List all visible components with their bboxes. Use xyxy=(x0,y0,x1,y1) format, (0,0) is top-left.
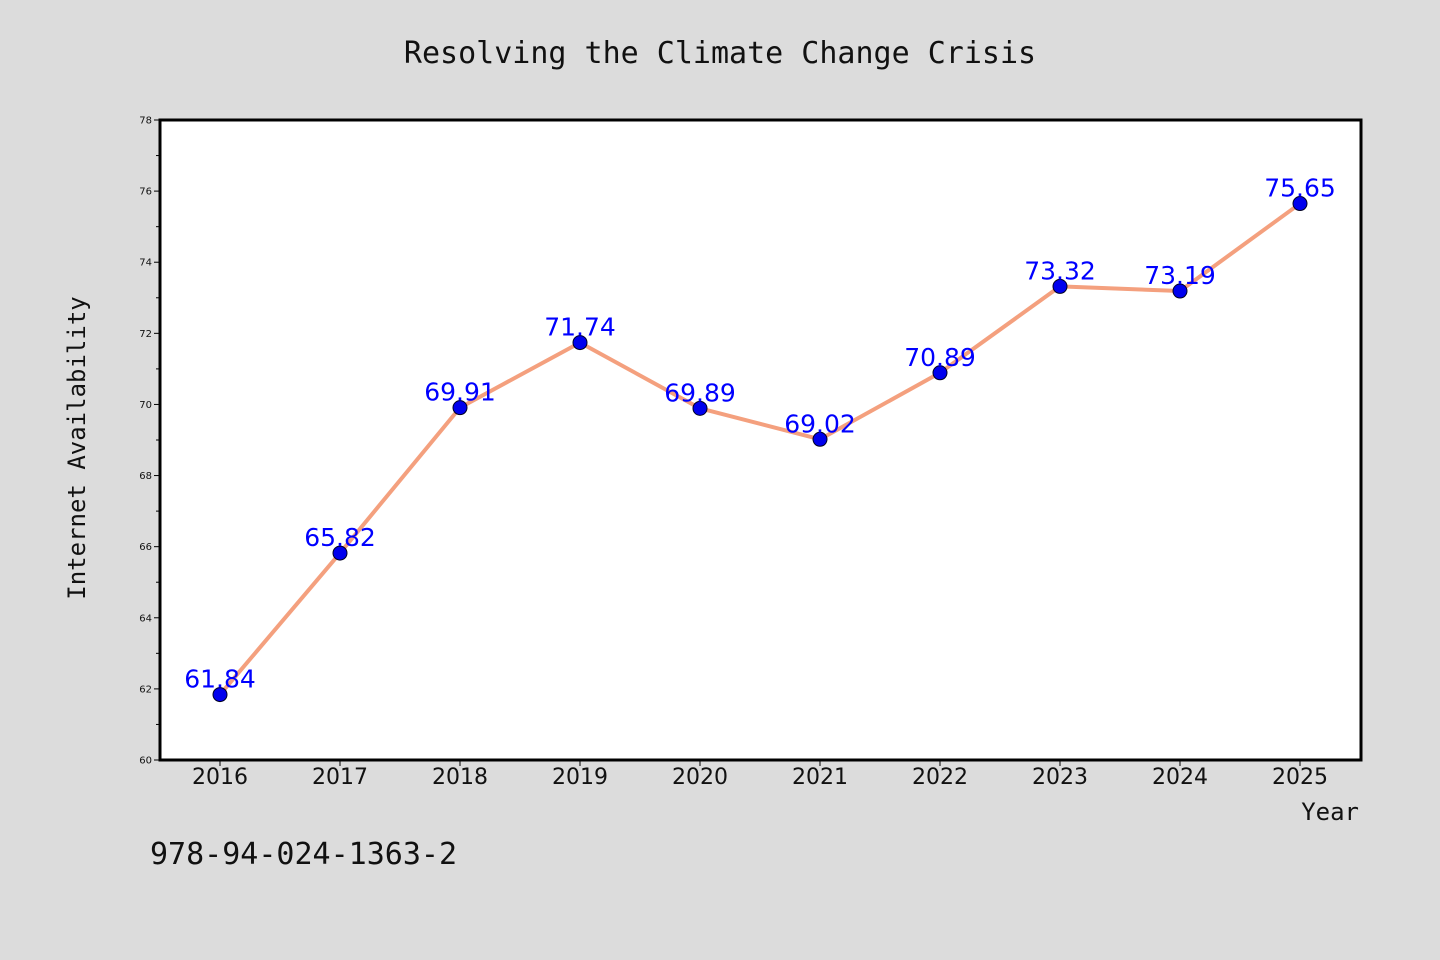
data-label: 69.89 xyxy=(664,378,736,407)
data-label: 70.89 xyxy=(904,343,976,372)
footer-code: 978-94-024-1363-2 xyxy=(150,837,457,872)
plot-frame xyxy=(158,118,1363,762)
x-tick-label: 2016 xyxy=(192,765,248,790)
x-axis-label: Year xyxy=(1301,798,1359,826)
data-point xyxy=(212,687,228,703)
y-tick-label: 74 xyxy=(139,258,152,269)
y-tick-label: 66 xyxy=(139,542,152,553)
y-tick-label: 60 xyxy=(139,756,152,767)
data-point xyxy=(932,365,948,381)
data-point xyxy=(1292,196,1308,212)
y-tick-label: 70 xyxy=(139,400,152,411)
plot-area xyxy=(160,120,1361,760)
chart-title: Resolving the Climate Change Crisis xyxy=(404,36,1036,71)
data-point xyxy=(1172,283,1188,299)
y-tick-label: 62 xyxy=(139,684,152,695)
x-tick-label: 2017 xyxy=(312,765,368,790)
y-tick-label: 76 xyxy=(139,187,152,198)
y-tick-label: 78 xyxy=(139,116,152,127)
data-point xyxy=(692,400,708,416)
y-axis-label: Internet Availability xyxy=(63,296,91,599)
series-line xyxy=(218,201,1302,697)
chart-marks: 60 62 64 66 68 70 72 74 76 78 2016 2017 2018 2019 2020… xyxy=(139,116,1336,791)
data-label: 73.19 xyxy=(1144,261,1216,290)
x-tick-label: 2021 xyxy=(792,765,848,790)
x-tick-label: 2020 xyxy=(672,765,728,790)
data-label: 69.91 xyxy=(424,378,496,407)
y-tick-label: 64 xyxy=(139,613,152,624)
x-tick-label: 2024 xyxy=(1152,765,1208,790)
data-label: 65.82 xyxy=(304,523,376,552)
data-label: 61.84 xyxy=(184,665,256,694)
data-label: 75.65 xyxy=(1264,174,1336,203)
y-tick-label: 68 xyxy=(139,471,152,482)
data-label: 69.02 xyxy=(784,409,856,438)
data-point xyxy=(812,431,828,447)
x-tick-label: 2023 xyxy=(1032,765,1088,790)
data-label: 73.32 xyxy=(1024,256,1096,285)
x-tick-label: 2025 xyxy=(1272,765,1328,790)
data-label: 71.74 xyxy=(544,313,616,342)
x-tick-label: 2018 xyxy=(432,765,488,790)
data-point xyxy=(452,400,468,416)
y-tick-label: 72 xyxy=(139,329,152,340)
data-point xyxy=(1052,278,1068,294)
x-tick-label: 2022 xyxy=(912,765,968,790)
data-point xyxy=(332,545,348,561)
x-tick-label: 2019 xyxy=(552,765,608,790)
data-point xyxy=(572,335,588,351)
